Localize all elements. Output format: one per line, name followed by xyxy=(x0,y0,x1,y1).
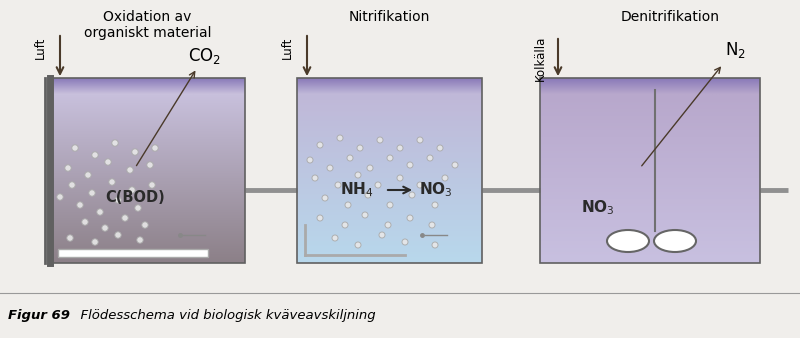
Circle shape xyxy=(355,172,361,178)
Text: Flödesschema vid biologisk kväveavskiljning: Flödesschema vid biologisk kväveavskiljn… xyxy=(72,310,376,322)
Text: CO$_2$: CO$_2$ xyxy=(189,46,222,66)
Circle shape xyxy=(85,172,91,178)
Circle shape xyxy=(407,215,413,221)
Circle shape xyxy=(327,165,333,171)
Circle shape xyxy=(132,149,138,155)
Circle shape xyxy=(147,162,154,168)
Circle shape xyxy=(312,175,318,181)
Circle shape xyxy=(129,187,135,193)
Circle shape xyxy=(57,194,63,200)
Text: Figur 69: Figur 69 xyxy=(8,310,70,322)
Text: Luft: Luft xyxy=(281,37,294,59)
Circle shape xyxy=(142,222,148,228)
Circle shape xyxy=(82,219,88,225)
Circle shape xyxy=(335,182,341,188)
Circle shape xyxy=(407,162,413,168)
Text: NO$_3$: NO$_3$ xyxy=(419,180,453,199)
Circle shape xyxy=(92,152,98,158)
Circle shape xyxy=(317,215,323,221)
Circle shape xyxy=(137,237,143,243)
Ellipse shape xyxy=(654,230,696,252)
Circle shape xyxy=(337,135,343,141)
Circle shape xyxy=(387,202,393,208)
Bar xyxy=(58,249,208,257)
Text: Oxidation av: Oxidation av xyxy=(103,10,192,24)
Circle shape xyxy=(152,145,158,151)
Circle shape xyxy=(385,222,391,228)
Text: Luft: Luft xyxy=(34,37,46,59)
Text: Nitrifikation: Nitrifikation xyxy=(349,10,430,24)
Circle shape xyxy=(97,209,103,215)
Circle shape xyxy=(387,155,393,161)
Text: C(BOD): C(BOD) xyxy=(105,191,165,206)
Circle shape xyxy=(92,239,98,245)
Circle shape xyxy=(432,242,438,248)
Circle shape xyxy=(122,215,128,221)
Text: Denitrifikation: Denitrifikation xyxy=(621,10,719,24)
Circle shape xyxy=(367,165,373,171)
Circle shape xyxy=(409,192,415,198)
Circle shape xyxy=(67,235,74,241)
Text: organiskt material: organiskt material xyxy=(84,26,211,40)
Circle shape xyxy=(365,192,371,198)
Bar xyxy=(540,78,760,263)
Circle shape xyxy=(397,145,403,151)
Circle shape xyxy=(115,197,122,203)
Circle shape xyxy=(112,140,118,146)
Circle shape xyxy=(149,182,155,188)
Circle shape xyxy=(322,195,328,201)
Text: NH$_4$: NH$_4$ xyxy=(340,180,374,199)
Circle shape xyxy=(89,190,95,196)
Text: Kolkälla: Kolkälla xyxy=(534,35,546,81)
Circle shape xyxy=(355,242,361,248)
Circle shape xyxy=(342,222,348,228)
Circle shape xyxy=(377,137,383,143)
Circle shape xyxy=(126,167,133,173)
Text: NO$_3$: NO$_3$ xyxy=(581,199,615,217)
Circle shape xyxy=(442,175,448,181)
Circle shape xyxy=(375,182,381,188)
Bar xyxy=(297,78,482,263)
Circle shape xyxy=(362,212,368,218)
Circle shape xyxy=(452,162,458,168)
Circle shape xyxy=(105,159,111,165)
Circle shape xyxy=(429,222,435,228)
Circle shape xyxy=(109,179,115,185)
Circle shape xyxy=(115,232,122,238)
Circle shape xyxy=(427,155,433,161)
Circle shape xyxy=(357,145,363,151)
Circle shape xyxy=(134,205,141,211)
Circle shape xyxy=(347,155,353,161)
Circle shape xyxy=(397,175,403,181)
Circle shape xyxy=(307,157,313,163)
Circle shape xyxy=(72,145,78,151)
Ellipse shape xyxy=(607,230,649,252)
Text: N$_2$: N$_2$ xyxy=(725,40,746,60)
Circle shape xyxy=(417,137,423,143)
Circle shape xyxy=(102,225,108,231)
Circle shape xyxy=(65,165,71,171)
Circle shape xyxy=(332,235,338,241)
Circle shape xyxy=(402,239,408,245)
Circle shape xyxy=(432,202,438,208)
Circle shape xyxy=(417,182,423,188)
Circle shape xyxy=(69,182,75,188)
Circle shape xyxy=(77,202,83,208)
Bar xyxy=(50,78,245,263)
Circle shape xyxy=(379,232,385,238)
Circle shape xyxy=(345,202,351,208)
Circle shape xyxy=(317,142,323,148)
Circle shape xyxy=(437,145,443,151)
